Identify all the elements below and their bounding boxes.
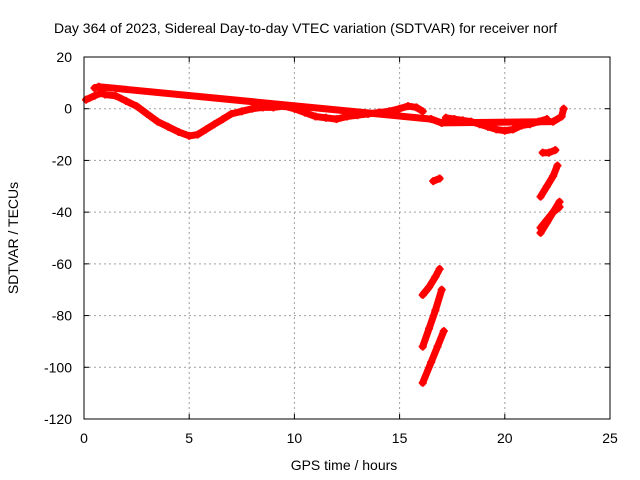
tick-layer: 0 5 10 15 20 25 -120 -100 -80 -60 -40 -20 0 20 — [44, 49, 618, 446]
y-tick-label: -120 — [44, 411, 72, 427]
series-band — [419, 286, 446, 351]
series-band — [419, 265, 444, 299]
x-tick-label: 5 — [185, 430, 193, 446]
series-drop-g — [536, 202, 564, 237]
series-band — [419, 327, 448, 387]
x-tick-label: 20 — [497, 430, 513, 446]
series-drop-b — [418, 327, 448, 387]
x-axis-label: GPS time / hours — [291, 457, 398, 473]
x-tick-label: 15 — [392, 430, 408, 446]
series-band — [537, 203, 563, 237]
x-tick-label: 0 — [80, 430, 88, 446]
y-tick-label: 0 — [64, 101, 72, 117]
y-tick-label: -100 — [44, 359, 72, 375]
y-tick-label: -40 — [52, 204, 72, 220]
chart-title: Day 364 of 2023, Sidereal Day-to-day VTE… — [54, 20, 557, 36]
x-tick-label: 25 — [602, 430, 618, 446]
y-tick-label: 20 — [56, 49, 72, 65]
y-tick-label: -60 — [52, 256, 72, 272]
series-drop-c — [418, 265, 444, 299]
x-tick-label: 10 — [287, 430, 303, 446]
series-drop-a — [418, 285, 446, 351]
y-axis-label: SDTVAR / TECUs — [5, 182, 21, 294]
series-band — [537, 162, 561, 201]
plot-frame — [83, 56, 611, 420]
series-small-marks — [90, 82, 568, 127]
series-drop-f — [536, 161, 562, 201]
data-layer — [82, 82, 568, 387]
series-mark-d — [429, 174, 444, 186]
y-tick-label: -20 — [52, 152, 72, 168]
series-mark-h — [538, 146, 560, 157]
y-tick-label: -80 — [52, 308, 72, 324]
